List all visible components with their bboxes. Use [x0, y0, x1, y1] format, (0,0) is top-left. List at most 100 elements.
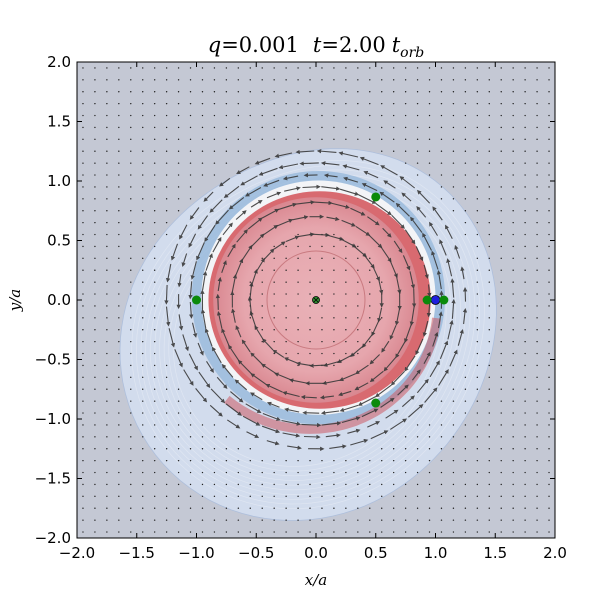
- grid-dot: [440, 424, 443, 426]
- grid-dot: [536, 91, 538, 93]
- grid-dot: [548, 150, 550, 152]
- grid-dot: [142, 269, 144, 271]
- grid-dot: [177, 436, 180, 438]
- grid-dot: [536, 126, 538, 129]
- grid-dot: [273, 91, 275, 93]
- grid-dot: [165, 210, 168, 212]
- grid-dot: [285, 471, 287, 474]
- grid-dot: [345, 269, 347, 271]
- grid-dot: [201, 102, 204, 105]
- grid-dot: [237, 507, 240, 509]
- grid-dot: [201, 174, 204, 176]
- grid-dot: [333, 67, 335, 69]
- velocity-arrow: [357, 396, 376, 406]
- grid-dot: [452, 459, 455, 462]
- grid-dot: [381, 79, 383, 81]
- grid-dot: [142, 221, 144, 224]
- grid-dot: [297, 305, 299, 307]
- velocity-arrow: [381, 340, 390, 353]
- grid-dot: [213, 471, 216, 474]
- grid-dot: [357, 531, 359, 533]
- grid-dot: [82, 531, 84, 533]
- grid-dot: [142, 352, 144, 355]
- grid-dot: [536, 114, 538, 117]
- grid-dot: [321, 471, 323, 474]
- velocity-arrow: [394, 308, 401, 326]
- grid-dot: [130, 329, 132, 331]
- grid-dot: [165, 79, 168, 81]
- grid-dot: [285, 352, 287, 355]
- grid-dot: [273, 79, 275, 81]
- grid-dot: [464, 233, 467, 236]
- velocity-arrow: [358, 194, 377, 204]
- grid-dot: [524, 317, 526, 319]
- grid-dot: [82, 281, 84, 283]
- grid-dot: [321, 483, 323, 486]
- grid-dot: [512, 245, 514, 248]
- grid-dot: [536, 67, 538, 69]
- grid-dot: [165, 91, 168, 93]
- grid-dot: [237, 519, 240, 521]
- grid-dot: [500, 424, 502, 426]
- grid-dot: [130, 364, 132, 367]
- grid-dot: [321, 79, 323, 81]
- grid-dot: [130, 483, 132, 486]
- grid-dot: [369, 269, 371, 271]
- grid-dot: [285, 281, 287, 283]
- grid-dot: [440, 459, 443, 462]
- grid-dot: [94, 257, 96, 260]
- grid-dot: [369, 317, 371, 319]
- velocity-arrow: [225, 403, 242, 416]
- grid-dot: [177, 210, 180, 212]
- grid-dot: [177, 186, 180, 188]
- grid-dot: [201, 483, 204, 486]
- grid-dot: [285, 257, 287, 260]
- grid-dot: [524, 269, 526, 271]
- grid-dot: [189, 531, 192, 533]
- grid-dot: [416, 114, 419, 117]
- grid-dot: [392, 531, 395, 533]
- grid-dot: [118, 281, 120, 283]
- grid-dot: [440, 483, 443, 486]
- grid-dot: [273, 305, 275, 307]
- grid-dot: [369, 79, 371, 81]
- grid-dot: [500, 257, 502, 260]
- grid-dot: [130, 305, 132, 307]
- grid-dot: [500, 305, 502, 307]
- grid-dot: [357, 483, 359, 486]
- grid-dot: [428, 67, 431, 69]
- grid-dot: [416, 483, 419, 486]
- velocity-arrow: [319, 395, 334, 400]
- grid-dot: [536, 210, 538, 212]
- grid-dot: [512, 352, 514, 355]
- grid-dot: [369, 531, 371, 533]
- grid-dot: [153, 424, 156, 426]
- grid-dot: [177, 412, 180, 414]
- grid-dot: [118, 424, 120, 426]
- grid-dot: [536, 221, 538, 224]
- grid-dot: [153, 400, 156, 402]
- grid-dot: [536, 340, 538, 343]
- grid-dot: [94, 436, 96, 438]
- grid-dot: [500, 448, 502, 450]
- grid-dot: [201, 448, 204, 450]
- grid-dot: [82, 91, 84, 93]
- grid-dot: [500, 186, 502, 188]
- grid-dot: [261, 138, 263, 141]
- grid-dot: [309, 495, 311, 498]
- grid-dot: [153, 436, 156, 438]
- grid-dot: [357, 471, 359, 474]
- grid-dot: [94, 329, 96, 331]
- grid-dot: [153, 102, 156, 105]
- grid-dot: [189, 424, 192, 426]
- grid-dot: [488, 483, 490, 486]
- velocity-arrow: [231, 308, 236, 323]
- contour-line: [140, 169, 476, 500]
- grid-dot: [369, 329, 371, 331]
- grid-dot: [261, 114, 263, 117]
- grid-dot: [381, 114, 383, 117]
- grid-dot: [82, 507, 84, 509]
- grid-dot: [333, 257, 335, 260]
- grid-dot: [297, 233, 299, 236]
